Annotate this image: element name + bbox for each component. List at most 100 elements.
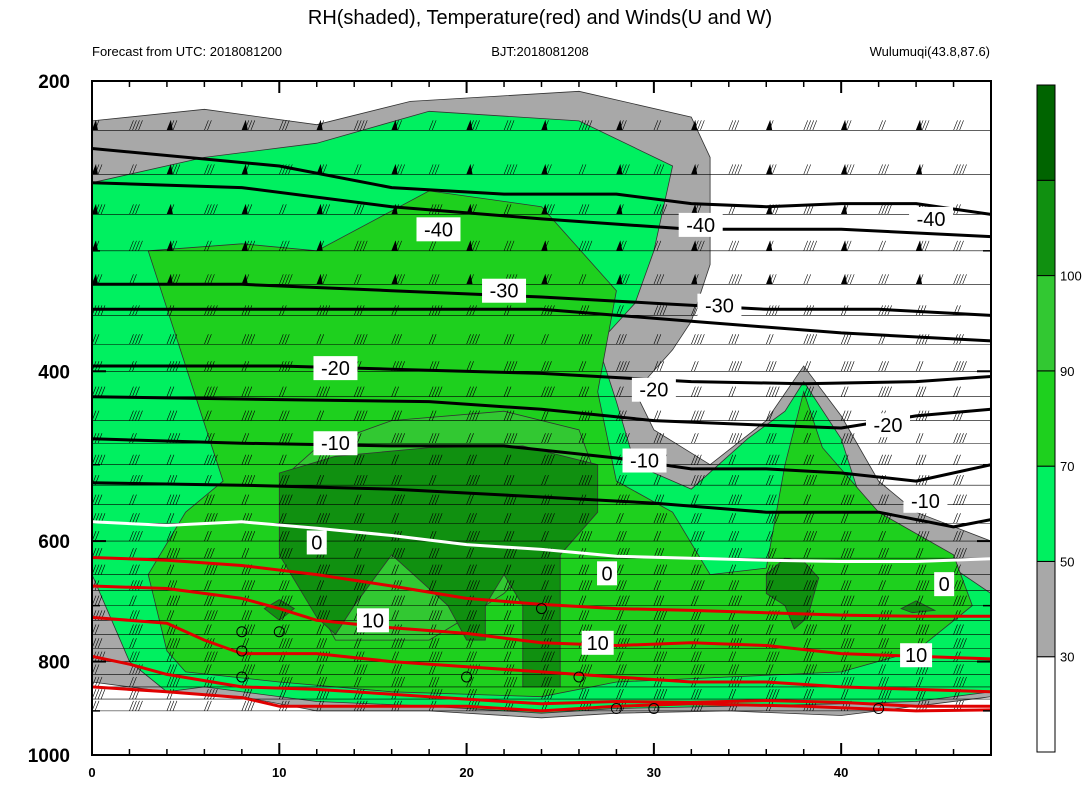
- barb-stroke: [656, 305, 662, 316]
- barb-stroke: [172, 494, 178, 505]
- barb-stroke: [771, 164, 777, 175]
- barb-stroke: [244, 676, 250, 688]
- barb-pennant: [616, 120, 623, 131]
- barb-stroke: [506, 454, 512, 465]
- barb-stroke: [765, 595, 771, 606]
- wind-barb: [953, 664, 964, 675]
- wind-barb: [728, 494, 743, 505]
- barb-stroke: [166, 513, 172, 524]
- wind-barb: [878, 580, 886, 591]
- barb-stroke: [472, 530, 477, 542]
- barb-stroke: [840, 513, 846, 524]
- barb-stroke: [878, 564, 883, 575]
- barb-stroke: [94, 410, 100, 421]
- barb-stroke: [622, 494, 627, 505]
- barb-stroke: [169, 638, 175, 649]
- barb-stroke: [731, 433, 737, 444]
- barb-stroke: [469, 530, 474, 542]
- barb-stroke: [166, 530, 172, 542]
- barb-stroke: [809, 530, 814, 542]
- wind-barb: [578, 164, 587, 175]
- barb-stroke: [734, 240, 740, 251]
- barb-stroke: [771, 386, 777, 397]
- barb-stroke: [279, 240, 284, 251]
- barb-stroke: [544, 651, 549, 662]
- barb-stroke: [279, 475, 284, 486]
- barb-stroke: [279, 386, 284, 397]
- wind-barb: [279, 240, 290, 251]
- barb-stroke: [765, 564, 771, 575]
- barb-stroke: [282, 638, 287, 649]
- barb-stroke: [129, 120, 134, 131]
- wind-barb: [765, 564, 780, 575]
- barb-stroke: [129, 204, 134, 215]
- barb-stroke: [962, 164, 967, 175]
- barb-stroke: [581, 513, 587, 524]
- barb-stroke: [884, 361, 889, 372]
- colorbar-swatch: [1036, 370, 1056, 467]
- barb-stroke: [659, 651, 665, 662]
- barb-stroke: [700, 410, 705, 421]
- wind-barb: [840, 334, 852, 345]
- barb-stroke: [878, 548, 883, 559]
- barb-stroke: [316, 454, 322, 465]
- barb-stroke: [728, 548, 734, 559]
- barb-stroke: [397, 433, 402, 444]
- barb-stroke: [132, 676, 137, 688]
- barb-stroke: [584, 410, 590, 421]
- wind-barb: [915, 240, 930, 251]
- barb-stroke: [172, 700, 178, 711]
- barb-stroke: [768, 564, 774, 575]
- barb-stroke: [129, 548, 134, 559]
- barb-stroke: [578, 580, 584, 591]
- barb-stroke: [962, 274, 967, 285]
- barb-stroke: [803, 454, 808, 465]
- barb-stroke: [700, 624, 705, 635]
- wind-barb: [503, 564, 512, 575]
- contour-label-box: [416, 217, 461, 242]
- wind-barb: [616, 204, 624, 215]
- wind-barb: [428, 676, 440, 688]
- barb-stroke: [319, 664, 325, 675]
- barb-stroke: [359, 454, 365, 465]
- barb-stroke: [694, 651, 699, 662]
- contour-label-text: -40: [686, 215, 715, 237]
- barb-stroke: [849, 595, 855, 606]
- wind-barb: [953, 475, 964, 486]
- barb-stroke: [881, 530, 886, 542]
- wind-barb: [803, 454, 814, 465]
- barb-stroke: [953, 240, 958, 251]
- wind-barb: [204, 664, 212, 675]
- barb-stroke: [509, 676, 515, 688]
- barb-stroke: [953, 386, 958, 397]
- wind-barb: [953, 676, 967, 688]
- wind-barb: [129, 274, 137, 285]
- wind-barb: [166, 564, 175, 575]
- barb-stroke: [578, 204, 584, 215]
- barb-stroke: [694, 548, 699, 559]
- wind-barb: [241, 580, 256, 591]
- barb-stroke: [994, 531, 998, 541]
- barb-stroke: [129, 700, 134, 711]
- contour-label: -10: [903, 488, 948, 513]
- barb-stroke: [840, 638, 846, 649]
- barb-stroke: [994, 475, 998, 485]
- wind-barb: [241, 548, 250, 559]
- wind-barb: [728, 595, 743, 606]
- rh-region: [900, 600, 937, 614]
- barb-stroke: [616, 334, 621, 345]
- contour-label: -20: [313, 356, 358, 381]
- barb-stroke: [544, 530, 549, 542]
- barb-stroke: [806, 580, 811, 591]
- barb-stroke: [953, 530, 958, 542]
- wind-barb: [578, 513, 590, 524]
- barb-stroke: [356, 564, 362, 575]
- barb-stroke: [431, 386, 437, 397]
- barb-stroke: [241, 610, 247, 621]
- wind-barb: [728, 361, 743, 372]
- barb-stroke: [578, 688, 584, 700]
- barb-stroke: [204, 564, 209, 575]
- barb-stroke: [581, 164, 587, 175]
- wind-barb: [316, 494, 328, 505]
- barb-stroke: [279, 580, 284, 591]
